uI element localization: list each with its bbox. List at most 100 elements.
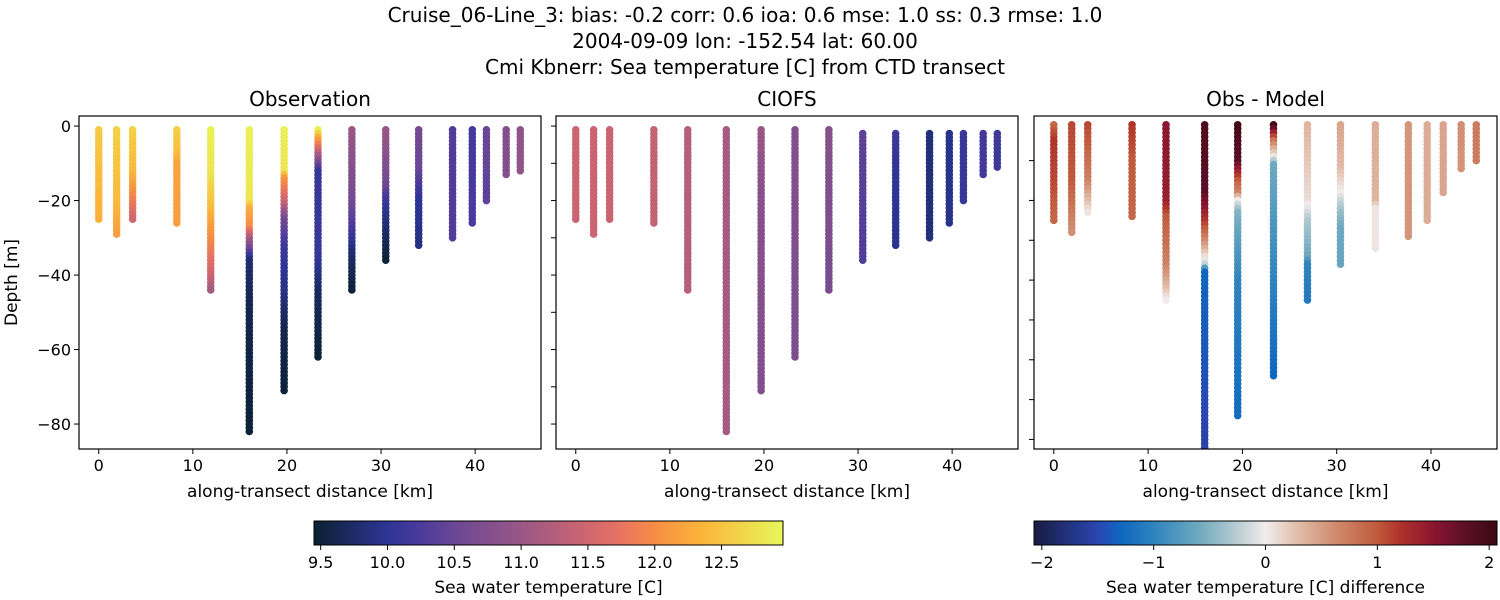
station-13 [482, 125, 491, 205]
station-9 [381, 125, 390, 264]
x-axis-label: along-transect distance [km] [664, 482, 910, 502]
colorbar-tick-label: 11.0 [503, 553, 539, 572]
station-6 [757, 125, 765, 395]
station-6 [1233, 120, 1242, 420]
data-point [1128, 212, 1136, 221]
scatter-points [94, 125, 525, 436]
station-7 [1269, 120, 1278, 380]
data-point [1423, 216, 1432, 225]
station-10 [1371, 120, 1380, 253]
data-point [516, 166, 525, 175]
data-point [94, 215, 103, 223]
colorbar-tick-label: −1 [1142, 553, 1166, 572]
x-tick-label: 30 [371, 456, 391, 475]
data-point [945, 219, 954, 227]
colorbar-tick-label: −2 [1030, 553, 1054, 572]
data-point [1336, 260, 1345, 268]
data-point [791, 353, 799, 361]
station-9 [858, 129, 867, 264]
station-15 [993, 129, 1002, 171]
y-tick-label: 0 [61, 117, 71, 136]
x-tick-label: 40 [1421, 456, 1441, 475]
station-1 [589, 125, 598, 238]
colorbar-gradient [1033, 520, 1498, 546]
colorbar-tick-label: 10.0 [370, 553, 406, 572]
station-15 [516, 125, 525, 175]
scatter-points [571, 125, 1002, 436]
station-15 [1472, 120, 1481, 165]
data-point [1457, 164, 1465, 173]
data-point [1050, 216, 1058, 225]
station-0 [1050, 120, 1058, 225]
station-5 [1200, 120, 1209, 476]
station-2 [128, 125, 137, 223]
data-point [1269, 371, 1278, 380]
figure-title-line-1: Cruise_06-Line_3: bias: -0.2 corr: 0.6 i… [388, 3, 1103, 27]
data-point [1404, 232, 1413, 241]
data-point [1201, 452, 1209, 460]
data-point [1067, 228, 1076, 237]
colorbar-gradient [313, 520, 784, 546]
colorbar-label: Sea water temperature [C] [434, 578, 662, 598]
data-point [858, 256, 867, 264]
y-tick-label: −20 [37, 192, 71, 211]
colorbar-diff: −2 −1 0 1 2 Sea water temperature [C] differe… [1030, 520, 1498, 598]
data-point [245, 427, 254, 436]
x-tick-label: 40 [942, 456, 962, 475]
x-tick-label: 20 [277, 456, 297, 475]
y-axis-label: Depth [m] [2, 239, 22, 326]
panel-title: CIOFS [757, 87, 816, 111]
data-point [1371, 244, 1380, 253]
scatter-points [1050, 120, 1481, 476]
axes-frame [1033, 115, 1498, 450]
x-tick-label: 40 [465, 456, 485, 475]
station-10 [414, 125, 423, 250]
figure-title-line-3: Cmi Kbnerr: Sea temperature [C] from CTD… [485, 55, 1005, 79]
colorbar-label: Sea water temperature [C] difference [1106, 578, 1425, 598]
x-tick-label: 20 [754, 456, 774, 475]
x-tick-label: 30 [1327, 456, 1347, 475]
station-10 [891, 129, 900, 250]
station-14 [979, 129, 987, 179]
station-14 [1457, 120, 1465, 173]
data-point [1233, 411, 1242, 420]
data-point [722, 427, 731, 436]
data-point [1083, 208, 1092, 217]
data-point [414, 241, 423, 250]
data-point [1201, 464, 1209, 472]
station-11 [1404, 120, 1413, 241]
data-point [206, 286, 215, 294]
station-4 [683, 125, 692, 294]
data-point [589, 230, 598, 238]
station-8 [348, 125, 356, 294]
colorbar-tick-label: 9.5 [308, 553, 333, 572]
station-12 [945, 129, 954, 227]
colorbar-temp: 9.5 10.0 10.5 11.0 11.5 12.0 12.5 Sea water tem… [308, 520, 784, 598]
panel-ciofs: CIOFS 0 10 20 30 40 along-transect distance [k… [551, 87, 1019, 502]
data-point [128, 215, 137, 223]
data-point [1201, 456, 1209, 464]
data-point [683, 286, 692, 294]
x-tick-label: 0 [94, 456, 104, 475]
station-3 [173, 125, 181, 227]
data-point [314, 353, 322, 361]
x-axis-label: along-transect distance [km] [187, 482, 433, 502]
colorbar-tick-label: 12.5 [704, 553, 740, 572]
data-point [571, 215, 580, 223]
x-tick-label: 0 [1049, 456, 1059, 475]
station-11 [448, 125, 457, 242]
panel-observation: Observation 0 10 20 30 40 0 −20 −40 −60 −80 along-t… [2, 87, 542, 502]
station-1 [1067, 120, 1076, 237]
data-point [173, 219, 181, 227]
x-tick-label: 10 [1138, 456, 1158, 475]
panel-title: Observation [249, 87, 371, 111]
station-0 [94, 125, 103, 223]
x-tick-label: 0 [571, 456, 581, 475]
data-point [468, 219, 477, 227]
panel-obs-minus-model: Obs - Model 0 10 20 30 40 along-transect dista… [1029, 87, 1498, 502]
station-4 [206, 125, 215, 294]
colorbar-tick-label: 0 [1260, 553, 1270, 572]
data-point [925, 234, 934, 242]
data-point [1201, 468, 1209, 476]
y-tick-label: −60 [37, 341, 71, 360]
